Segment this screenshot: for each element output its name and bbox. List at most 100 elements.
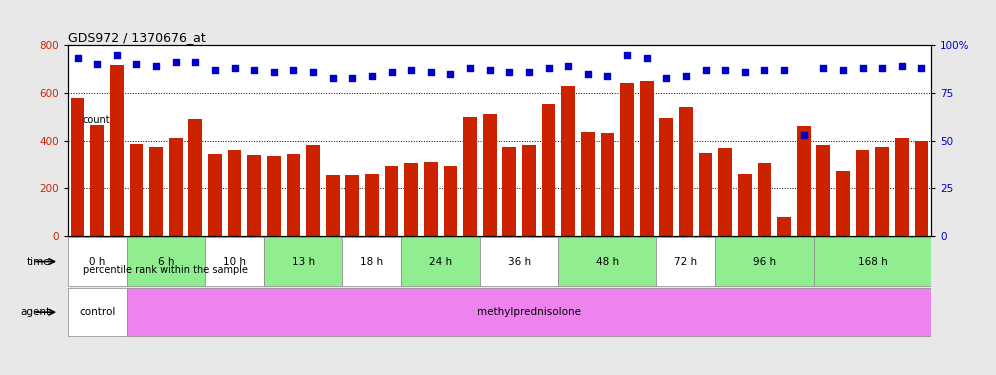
Point	[913, 65, 929, 71]
Point	[717, 67, 733, 73]
Bar	[699, 153, 712, 236]
Bar	[718, 148, 732, 236]
Bar	[581, 132, 595, 236]
Point	[148, 63, 164, 69]
Point	[90, 61, 106, 67]
Text: 72 h: 72 h	[674, 256, 697, 267]
Bar	[287, 154, 300, 236]
Text: percentile rank within the sample: percentile rank within the sample	[83, 265, 248, 275]
Point	[855, 65, 871, 71]
Bar	[188, 119, 202, 236]
Point	[757, 67, 773, 73]
Text: GDS972 / 1370676_at: GDS972 / 1370676_at	[68, 31, 205, 44]
Bar	[836, 171, 850, 236]
Bar	[502, 147, 516, 236]
Bar	[306, 146, 320, 236]
Point	[658, 75, 674, 81]
Bar	[817, 146, 831, 236]
Point	[442, 70, 458, 77]
Point	[638, 56, 654, 62]
Bar	[264, 237, 343, 286]
Point	[501, 69, 517, 75]
Text: 96 h: 96 h	[753, 256, 776, 267]
Bar	[522, 146, 536, 236]
Text: control: control	[79, 307, 116, 317]
Bar	[126, 237, 205, 286]
Bar	[656, 237, 715, 286]
Text: agent: agent	[20, 307, 51, 317]
Bar	[346, 175, 360, 236]
Bar	[208, 154, 222, 236]
Point	[776, 67, 792, 73]
Bar	[601, 134, 615, 236]
Point	[423, 69, 439, 75]
Point	[246, 67, 262, 73]
Bar	[247, 155, 261, 236]
Bar	[205, 237, 264, 286]
Point	[560, 63, 576, 69]
Point	[226, 65, 242, 71]
Bar	[738, 174, 752, 236]
Point	[796, 132, 812, 138]
Text: 36 h: 36 h	[508, 256, 531, 267]
Text: 168 h: 168 h	[858, 256, 887, 267]
Point	[521, 69, 537, 75]
Bar	[267, 156, 281, 236]
Point	[325, 75, 341, 81]
Bar	[71, 98, 85, 236]
Point	[305, 69, 321, 75]
Bar	[463, 117, 477, 236]
Bar	[639, 81, 653, 236]
Point	[835, 67, 851, 73]
Bar	[424, 162, 437, 236]
Text: 24 h: 24 h	[429, 256, 452, 267]
Bar	[559, 237, 656, 286]
Point	[109, 52, 124, 58]
Point	[364, 73, 379, 79]
Bar	[366, 174, 378, 236]
Text: time: time	[27, 256, 51, 267]
Bar	[68, 38, 80, 180]
Bar	[895, 138, 908, 236]
Point	[697, 67, 713, 73]
Bar	[483, 114, 497, 236]
Text: 13 h: 13 h	[292, 256, 315, 267]
Point	[874, 65, 890, 71]
Point	[167, 59, 183, 65]
Point	[737, 69, 753, 75]
Bar	[68, 237, 126, 286]
Point	[816, 65, 832, 71]
Text: count: count	[83, 115, 111, 125]
Bar	[91, 125, 104, 236]
Text: 10 h: 10 h	[223, 256, 246, 267]
Bar	[384, 166, 398, 236]
Point	[207, 67, 223, 73]
Point	[128, 61, 144, 67]
Point	[187, 59, 203, 65]
Point	[266, 69, 282, 75]
Bar	[68, 288, 126, 336]
Bar	[856, 150, 870, 236]
Bar	[542, 104, 556, 236]
Point	[600, 73, 616, 79]
Point	[580, 70, 596, 77]
Bar	[129, 144, 143, 236]
Point	[383, 69, 399, 75]
Bar	[443, 166, 457, 236]
Bar	[621, 83, 633, 236]
Point	[286, 67, 302, 73]
Point	[620, 52, 635, 58]
Bar	[228, 150, 241, 236]
Point	[403, 67, 419, 73]
Text: 0 h: 0 h	[89, 256, 106, 267]
Point	[462, 65, 478, 71]
Bar	[110, 65, 124, 236]
Bar	[149, 147, 163, 236]
Bar	[562, 86, 575, 236]
Bar	[814, 237, 931, 286]
Bar	[875, 147, 889, 236]
Point	[482, 67, 498, 73]
Point	[893, 63, 909, 69]
Bar	[343, 237, 401, 286]
Text: 6 h: 6 h	[157, 256, 174, 267]
